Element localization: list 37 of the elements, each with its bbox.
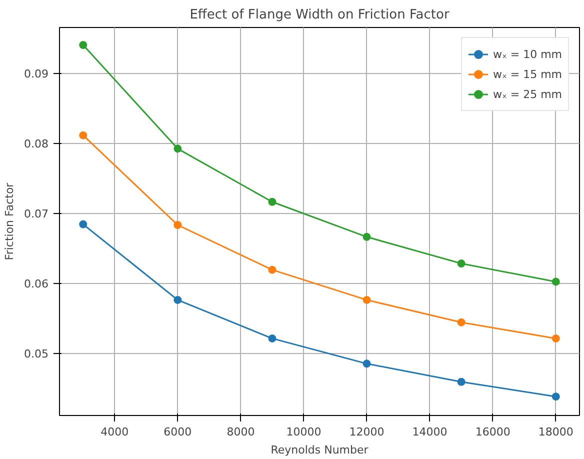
- x-tick-label: 6000: [164, 426, 192, 438]
- x-tick-label: 18000: [538, 426, 574, 438]
- y-tick-label: 0.08: [24, 138, 49, 151]
- y-axis-title: Friction Factor: [3, 182, 16, 260]
- point: [174, 296, 182, 304]
- x-tick-label: 12000: [349, 426, 384, 438]
- legend-label: wₓ = 25 mm: [492, 88, 562, 100]
- point: [268, 334, 276, 342]
- x-axis-title: Reynolds Number: [270, 444, 369, 456]
- y-tick-label: 0.07: [24, 208, 49, 221]
- y-tick-label: 0.06: [24, 278, 49, 291]
- point: [457, 318, 466, 326]
- point: [552, 334, 560, 342]
- point: [457, 378, 466, 386]
- point: [457, 260, 466, 268]
- point: [362, 296, 371, 304]
- point: [552, 278, 560, 286]
- point: [174, 144, 182, 153]
- y-tick-label: 0.09: [24, 68, 49, 81]
- point: [362, 232, 371, 241]
- x-tick-label: 10000: [286, 426, 322, 438]
- x-tick-label: 14000: [412, 426, 448, 438]
- point: [79, 131, 88, 140]
- x-tick-label: 4000: [100, 426, 129, 438]
- x-tick-label: 8000: [226, 426, 255, 438]
- point: [79, 41, 88, 49]
- point: [79, 220, 88, 228]
- y-tick-label: 0.05: [24, 348, 49, 361]
- point: [174, 221, 182, 229]
- point: [268, 266, 276, 274]
- x-tick-label: 16000: [475, 426, 510, 438]
- point: [268, 198, 276, 206]
- point: [362, 360, 371, 368]
- chart-title: Effect of Flange Width on Friction Factor: [190, 8, 450, 22]
- legend-label: wₓ = 10 mm: [492, 48, 562, 60]
- point: [552, 392, 560, 401]
- legend-label: wₓ = 15 mm: [492, 68, 562, 80]
